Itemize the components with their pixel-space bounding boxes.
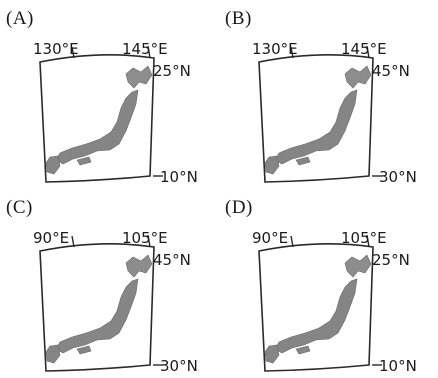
japan-map-icon	[39, 45, 163, 183]
lat-bottom-label: 10°N	[160, 168, 198, 186]
lon-right-label: 105°E	[122, 229, 168, 247]
lon-left-label: 130°E	[252, 40, 298, 58]
option-panel-a: (A) 130°E 145°E 25°N 10°N	[0, 0, 219, 189]
lat-top-label: 25°N	[372, 251, 410, 269]
option-panel-c: (C) 90°E 105°E 45°N 30°N	[0, 189, 219, 378]
lat-top-label: 45°N	[153, 251, 191, 269]
lat-top-label: 25°N	[153, 62, 191, 80]
lon-right-label: 105°E	[341, 229, 387, 247]
lon-left-label: 90°E	[33, 229, 70, 247]
lon-right-label: 145°E	[341, 40, 387, 58]
option-panel-b: (B) 130°E 145°E 45°N 30°N	[219, 0, 438, 189]
option-label: (B)	[225, 8, 252, 29]
lon-left-label: 90°E	[252, 229, 289, 247]
lat-bottom-label: 30°N	[379, 168, 417, 186]
option-panel-d: (D) 90°E 105°E 25°N 10°N	[219, 189, 438, 378]
lat-top-label: 45°N	[372, 62, 410, 80]
option-label: (A)	[6, 8, 34, 29]
option-label: (D)	[225, 197, 253, 218]
lon-left-label: 130°E	[33, 40, 79, 58]
japan-map-icon	[258, 234, 382, 372]
lat-bottom-label: 10°N	[379, 357, 417, 375]
japan-map-icon	[258, 45, 382, 183]
japan-map-icon	[39, 234, 163, 372]
lon-right-label: 145°E	[122, 40, 168, 58]
option-label: (C)	[6, 197, 33, 218]
lat-bottom-label: 30°N	[160, 357, 198, 375]
